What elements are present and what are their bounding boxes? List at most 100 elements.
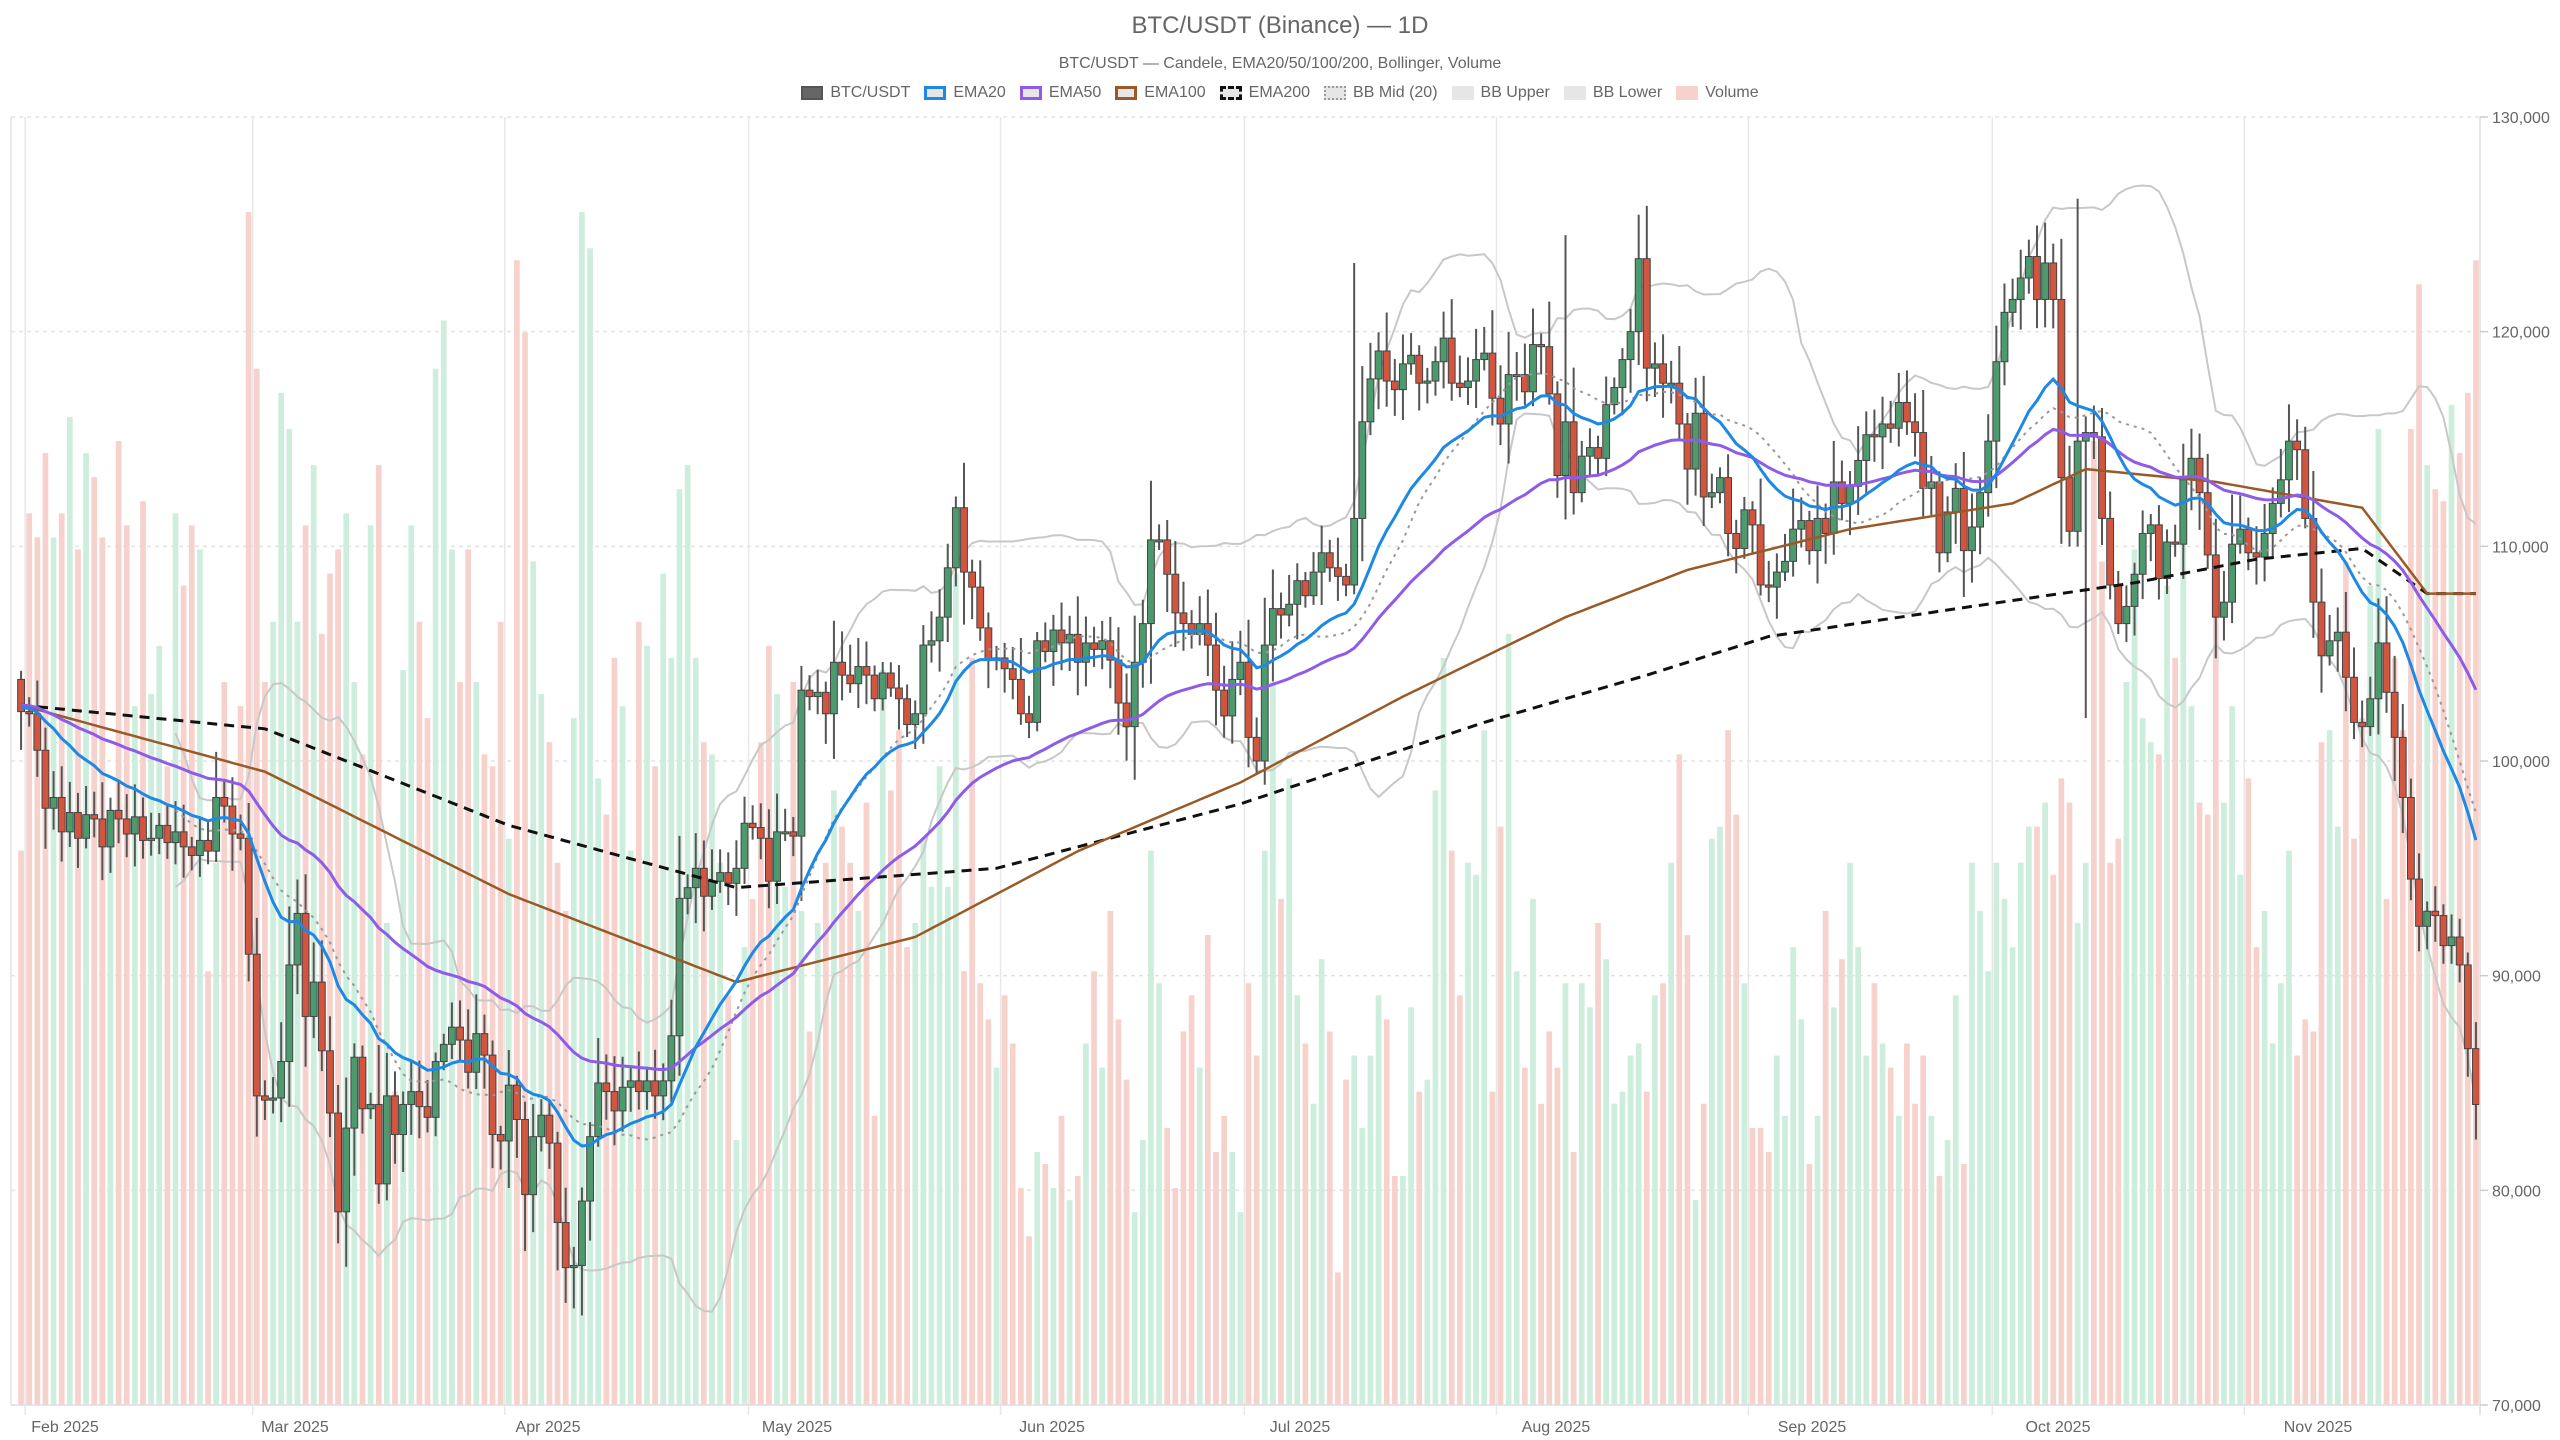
candle-body xyxy=(285,964,294,1063)
candle-body xyxy=(17,678,25,713)
ema100-line xyxy=(20,467,2476,984)
candle-body xyxy=(1651,363,1659,369)
volume-bar xyxy=(2261,910,2268,1405)
candle-body xyxy=(2220,601,2228,618)
x-tick-label: Sep 2025 xyxy=(1778,1419,1847,1436)
volume-bar xyxy=(879,669,886,1405)
candle-body xyxy=(2366,698,2375,728)
legend-item-bb-mid-20[interactable]: BB Mid (20) xyxy=(1324,84,1438,102)
volume-bar xyxy=(2253,947,2260,1405)
legend-item-ema100[interactable]: EMA100 xyxy=(1115,84,1206,102)
volume-bar xyxy=(1091,971,1097,1405)
candle-body xyxy=(326,1050,334,1114)
legend-item-bb-upper[interactable]: BB Upper xyxy=(1451,84,1550,102)
volume-bar xyxy=(1326,1031,1333,1405)
candle-body xyxy=(244,837,253,955)
candle-body xyxy=(1000,657,1009,670)
volume-bar xyxy=(887,790,894,1405)
legend-item-volume[interactable]: Volume xyxy=(1676,84,1759,102)
candle-body xyxy=(2065,477,2074,532)
volume-bar xyxy=(1359,1127,1366,1405)
candle-body xyxy=(1610,386,1619,406)
candle-body xyxy=(886,672,895,689)
legend-item-ema200[interactable]: EMA200 xyxy=(1219,84,1310,102)
volume-bar xyxy=(1960,1164,1967,1405)
candle-body xyxy=(464,1039,473,1073)
candle-body xyxy=(821,691,830,715)
candle-body xyxy=(1382,350,1391,382)
candle-body xyxy=(1334,567,1342,577)
legend-item-bb-lower[interactable]: BB Lower xyxy=(1563,84,1662,102)
volume-bar xyxy=(1188,995,1195,1405)
candle-body xyxy=(1935,481,1944,554)
volume-bar xyxy=(2310,1031,2317,1405)
candle-body xyxy=(537,1114,546,1138)
volume-bar xyxy=(1213,1151,1219,1405)
candle-body xyxy=(1309,571,1318,597)
volume-bar xyxy=(1042,1164,1049,1405)
candle-body xyxy=(1439,337,1448,363)
volume-bar xyxy=(1343,1079,1349,1405)
candle-body xyxy=(521,1118,529,1196)
volume-bar xyxy=(2229,706,2235,1405)
legend-item-ema20[interactable]: EMA20 xyxy=(924,84,1006,102)
ema50-line xyxy=(21,427,2478,1072)
legend-item-ema50[interactable]: EMA50 xyxy=(1019,84,1101,102)
candle-body xyxy=(2114,584,2123,625)
candle-body xyxy=(1594,447,1602,459)
volume-bar xyxy=(1335,1272,1341,1405)
volume-bar xyxy=(1977,910,1983,1405)
volume-bar xyxy=(839,826,845,1405)
candle-body xyxy=(415,1091,424,1108)
candle-body xyxy=(374,1103,383,1185)
volume-bar xyxy=(733,1139,740,1405)
legend-label: EMA100 xyxy=(1144,84,1206,101)
candle-body xyxy=(1399,363,1407,391)
candle-body xyxy=(1212,644,1220,691)
volume-bar xyxy=(692,657,699,1405)
volume-bar xyxy=(1643,1091,1650,1405)
candle-body xyxy=(2236,528,2245,545)
volume-bar xyxy=(1668,862,1675,1405)
candle-body xyxy=(2382,642,2391,693)
candle-body xyxy=(545,1114,554,1144)
candle-body xyxy=(204,839,212,852)
candle-body xyxy=(2358,721,2367,728)
legend-label: BB Mid (20) xyxy=(1353,84,1438,101)
candle-body xyxy=(699,867,708,897)
volume-bar xyxy=(1351,1055,1358,1405)
legend-item-btc-usdt[interactable]: BTC/USDT xyxy=(801,84,910,102)
volume-bar xyxy=(2196,802,2203,1405)
volume-bar xyxy=(18,850,24,1405)
volume-bar xyxy=(1278,898,1284,1405)
volume-bar xyxy=(375,465,382,1406)
volume-bar xyxy=(327,573,333,1405)
volume-bar xyxy=(1416,1091,1423,1405)
volume-bar xyxy=(1774,1055,1780,1405)
volume-bar xyxy=(1115,1019,1122,1405)
volume-bar xyxy=(1009,1043,1016,1405)
volume-bar xyxy=(627,850,634,1405)
volume-bar xyxy=(2245,778,2252,1405)
candle-body xyxy=(1163,539,1172,575)
x-tick-label: Aug 2025 xyxy=(1522,1419,1591,1436)
candle-body xyxy=(1073,633,1082,663)
candle-body xyxy=(2122,605,2131,625)
candle-body xyxy=(496,1134,505,1142)
volume-bar xyxy=(570,718,577,1405)
candle-body xyxy=(1545,346,1554,395)
volume-bar xyxy=(392,1091,398,1405)
x-tick-label: Feb 2025 xyxy=(31,1419,99,1436)
candle-body xyxy=(2244,528,2253,554)
volume-bar xyxy=(1139,1139,1146,1405)
volume-bar xyxy=(1879,1043,1886,1405)
candle-body xyxy=(927,640,936,646)
volume-bar xyxy=(2001,898,2008,1405)
candle-body xyxy=(2016,277,2025,300)
volume-bar xyxy=(1863,1055,1870,1405)
candle-body xyxy=(1837,481,1846,504)
candle-body xyxy=(943,567,952,618)
candle-body xyxy=(49,796,58,809)
volume-bar xyxy=(229,826,236,1405)
volume-bar xyxy=(2131,549,2138,1405)
